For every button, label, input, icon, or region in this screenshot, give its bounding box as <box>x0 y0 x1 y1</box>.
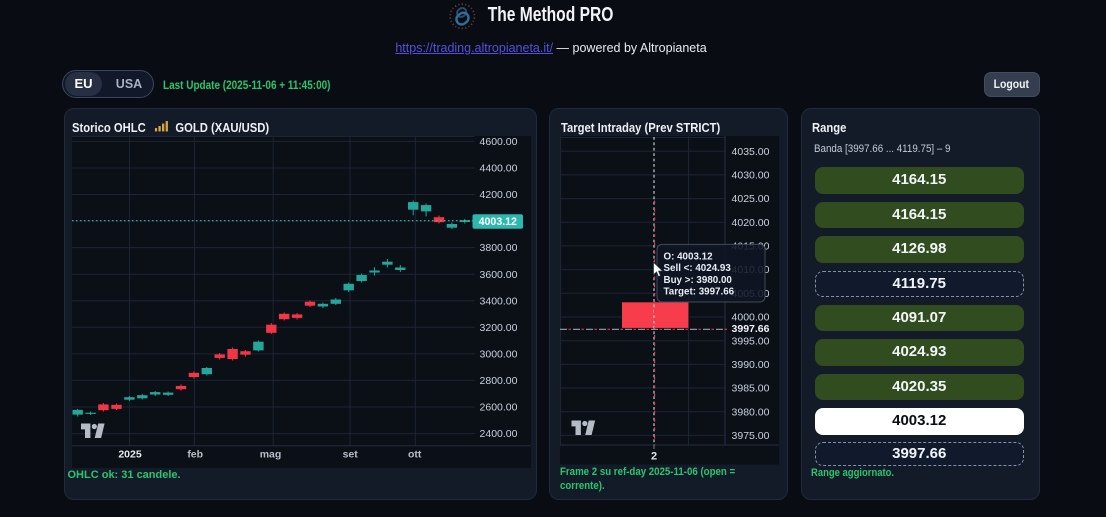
svg-text:3000.00: 3000.00 <box>480 349 518 361</box>
svg-text:ott: ott <box>408 449 422 461</box>
svg-text:4020.00: 4020.00 <box>732 217 770 229</box>
svg-text:Buy >: 3980.00: Buy >: 3980.00 <box>664 275 733 286</box>
svg-text:4003.12: 4003.12 <box>479 216 517 228</box>
svg-text:4025.00: 4025.00 <box>732 193 770 205</box>
svg-text:3400.00: 3400.00 <box>480 295 518 307</box>
svg-text:3200.00: 3200.00 <box>480 322 518 334</box>
svg-text:4030.00: 4030.00 <box>732 170 770 182</box>
svg-text:set: set <box>343 449 359 461</box>
svg-text:4400.00: 4400.00 <box>480 163 518 175</box>
svg-text:4600.00: 4600.00 <box>480 136 518 148</box>
svg-text:3980.00: 3980.00 <box>732 406 770 418</box>
svg-text:feb: feb <box>187 449 203 461</box>
svg-text:3990.00: 3990.00 <box>732 359 770 371</box>
svg-text:3995.00: 3995.00 <box>732 335 770 347</box>
svg-text:4035.00: 4035.00 <box>732 146 770 158</box>
svg-text:3985.00: 3985.00 <box>732 383 770 395</box>
svg-text:4200.00: 4200.00 <box>480 189 518 201</box>
svg-text:2025: 2025 <box>118 449 142 461</box>
svg-text:2400.00: 2400.00 <box>480 428 518 440</box>
svg-text:Target: 3997.66: Target: 3997.66 <box>664 287 735 298</box>
svg-text:Sell <: 4024.93: Sell <: 4024.93 <box>664 263 732 274</box>
svg-text:2600.00: 2600.00 <box>480 402 518 414</box>
svg-text:O: 4003.12: O: 4003.12 <box>664 251 714 262</box>
svg-text:2800.00: 2800.00 <box>480 375 518 387</box>
svg-text:3975.00: 3975.00 <box>732 430 770 442</box>
svg-text:3800.00: 3800.00 <box>480 242 518 254</box>
svg-text:3600.00: 3600.00 <box>480 269 518 281</box>
svg-text:4000.00: 4000.00 <box>732 312 770 324</box>
svg-text:2: 2 <box>651 451 657 463</box>
svg-text:mag: mag <box>260 449 282 461</box>
svg-text:3997.66: 3997.66 <box>732 323 770 335</box>
